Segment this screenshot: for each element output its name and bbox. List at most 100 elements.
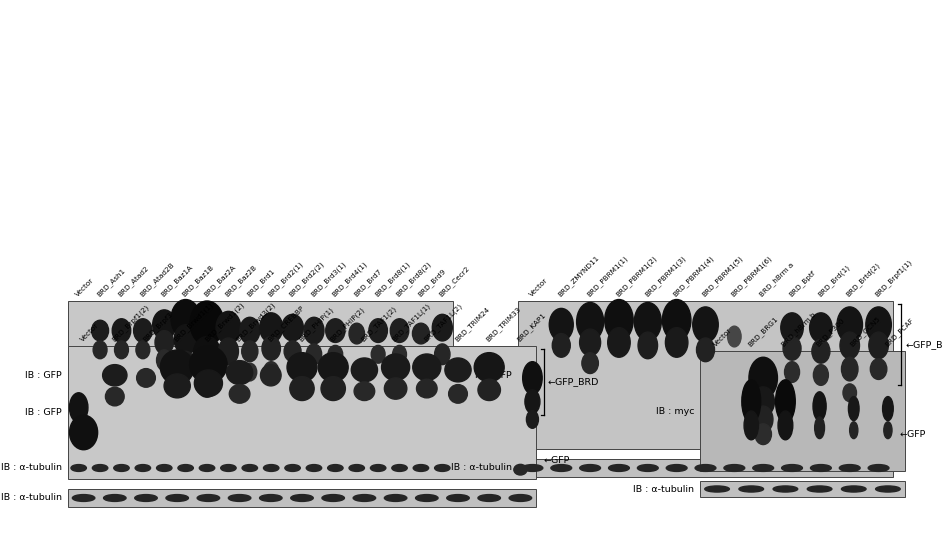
Ellipse shape xyxy=(812,340,830,363)
Ellipse shape xyxy=(510,495,531,501)
Ellipse shape xyxy=(104,495,126,501)
Text: BRD_BRG1: BRD_BRG1 xyxy=(746,315,779,348)
Ellipse shape xyxy=(638,332,658,359)
Ellipse shape xyxy=(474,353,504,382)
Text: BRD_TAF1L(2): BRD_TAF1L(2) xyxy=(422,302,463,343)
Ellipse shape xyxy=(176,351,195,375)
Ellipse shape xyxy=(174,324,197,354)
Text: BRD_PBRM1(6): BRD_PBRM1(6) xyxy=(729,254,773,298)
Ellipse shape xyxy=(447,495,469,501)
Ellipse shape xyxy=(189,346,227,383)
Text: IB : α-tubulin: IB : α-tubulin xyxy=(1,464,62,473)
Text: BRD_Brd(1): BRD_Brd(1) xyxy=(816,264,851,298)
Ellipse shape xyxy=(306,344,321,365)
Ellipse shape xyxy=(284,341,301,362)
Ellipse shape xyxy=(813,365,828,385)
Text: BRD_TAF1L(1): BRD_TAF1L(1) xyxy=(391,302,431,343)
Ellipse shape xyxy=(114,465,129,472)
Text: BRD_Ash1: BRD_Ash1 xyxy=(95,267,126,298)
Ellipse shape xyxy=(153,310,176,340)
Ellipse shape xyxy=(577,302,604,341)
Text: BRD_hBrm b: BRD_hBrm b xyxy=(781,311,818,348)
Text: ←GFP_BRD: ←GFP_BRD xyxy=(905,340,942,349)
Ellipse shape xyxy=(839,465,860,472)
Ellipse shape xyxy=(306,465,321,472)
Bar xyxy=(68,346,536,479)
Ellipse shape xyxy=(136,341,150,359)
Ellipse shape xyxy=(93,341,107,359)
Ellipse shape xyxy=(884,422,892,439)
Ellipse shape xyxy=(284,465,300,472)
Ellipse shape xyxy=(783,336,801,360)
Ellipse shape xyxy=(876,486,901,492)
Ellipse shape xyxy=(370,465,386,472)
Ellipse shape xyxy=(156,465,172,472)
Text: IB : α-tubulin: IB : α-tubulin xyxy=(451,464,512,473)
Ellipse shape xyxy=(384,378,407,399)
Ellipse shape xyxy=(754,406,773,433)
Ellipse shape xyxy=(291,495,314,501)
Text: BRD_GCN5: BRD_GCN5 xyxy=(849,315,882,348)
Text: BRD_Bptf: BRD_Bptf xyxy=(788,269,817,298)
Text: BRD_ZMYND11: BRD_ZMYND11 xyxy=(557,254,600,298)
Ellipse shape xyxy=(752,387,774,417)
Text: BRD_Brd8(1): BRD_Brd8(1) xyxy=(373,260,411,298)
Ellipse shape xyxy=(666,465,687,472)
Ellipse shape xyxy=(448,384,467,403)
Ellipse shape xyxy=(778,411,793,440)
Ellipse shape xyxy=(432,314,452,341)
Text: BRD_hBrm a: BRD_hBrm a xyxy=(758,261,795,298)
Ellipse shape xyxy=(178,465,193,472)
Ellipse shape xyxy=(264,362,279,382)
Ellipse shape xyxy=(393,345,406,363)
Ellipse shape xyxy=(414,465,429,472)
Ellipse shape xyxy=(371,345,385,363)
Ellipse shape xyxy=(869,465,889,472)
Ellipse shape xyxy=(727,326,741,347)
Ellipse shape xyxy=(242,341,258,362)
Ellipse shape xyxy=(870,359,886,379)
Text: BRD_Atad2: BRD_Atad2 xyxy=(117,265,150,298)
Ellipse shape xyxy=(228,495,251,501)
Ellipse shape xyxy=(135,495,157,501)
Ellipse shape xyxy=(869,332,888,359)
Ellipse shape xyxy=(226,361,252,384)
Ellipse shape xyxy=(634,302,661,341)
Ellipse shape xyxy=(318,353,349,382)
Text: BRD_Baz2A: BRD_Baz2A xyxy=(203,264,236,298)
Ellipse shape xyxy=(321,377,346,400)
Ellipse shape xyxy=(229,384,250,403)
Ellipse shape xyxy=(328,465,343,472)
Ellipse shape xyxy=(551,465,572,472)
Ellipse shape xyxy=(753,465,773,472)
Ellipse shape xyxy=(527,411,539,429)
Ellipse shape xyxy=(696,338,714,362)
Ellipse shape xyxy=(200,465,215,472)
Ellipse shape xyxy=(749,357,777,399)
Ellipse shape xyxy=(809,313,832,342)
Text: BRD_PCAF: BRD_PCAF xyxy=(884,316,915,348)
Ellipse shape xyxy=(815,417,824,439)
Bar xyxy=(700,481,905,497)
Ellipse shape xyxy=(608,328,630,357)
Ellipse shape xyxy=(349,465,365,472)
Ellipse shape xyxy=(382,354,410,381)
Ellipse shape xyxy=(866,307,891,342)
Ellipse shape xyxy=(478,379,500,400)
Ellipse shape xyxy=(190,301,224,345)
Ellipse shape xyxy=(434,344,450,365)
Ellipse shape xyxy=(841,357,858,381)
Ellipse shape xyxy=(522,465,543,472)
Ellipse shape xyxy=(70,415,98,450)
Text: BRD_Brd3(1): BRD_Brd3(1) xyxy=(309,260,347,298)
Ellipse shape xyxy=(326,319,345,342)
Ellipse shape xyxy=(843,384,856,402)
Ellipse shape xyxy=(883,397,893,420)
Ellipse shape xyxy=(810,465,831,472)
Text: BRD_Baz1B: BRD_Baz1B xyxy=(181,264,216,298)
Text: BRD_Brwd1(2): BRD_Brwd1(2) xyxy=(203,301,246,343)
Ellipse shape xyxy=(415,495,438,501)
Bar xyxy=(518,459,893,477)
Text: BRD_PBRM1(1): BRD_PBRM1(1) xyxy=(585,254,629,298)
Ellipse shape xyxy=(197,495,219,501)
